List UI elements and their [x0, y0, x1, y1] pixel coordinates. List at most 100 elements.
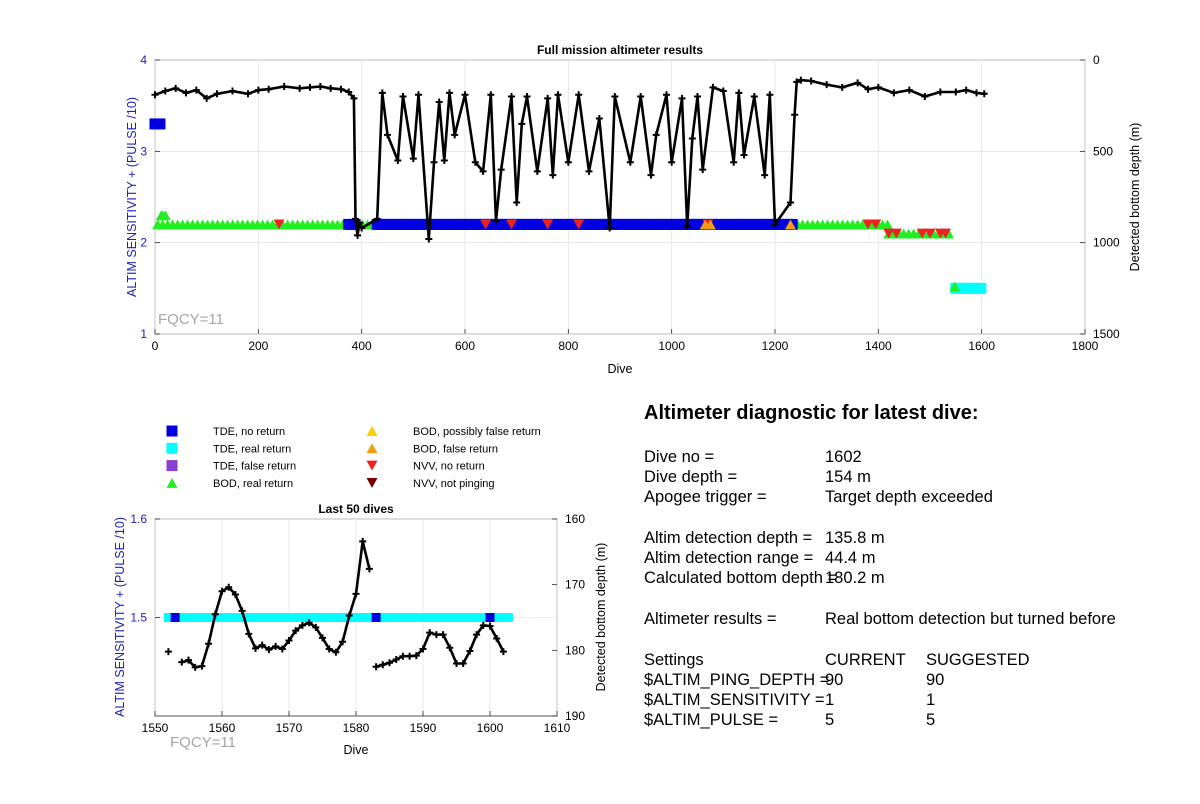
- bottom-fqcy-label: FQCY=11: [170, 734, 236, 751]
- x-tick-label: 1560: [209, 721, 236, 735]
- setting-current: 5: [825, 711, 835, 729]
- bottom-depth-point: [394, 156, 402, 164]
- legend-nvv-no-return-marker: [366, 460, 378, 471]
- bottom-depth-point: [354, 231, 362, 239]
- nvv-no-return-marker: [506, 219, 517, 230]
- x-tick-label: 1580: [343, 721, 370, 735]
- bottom-depth-point: [451, 131, 459, 139]
- right-tick-label: 170: [565, 578, 585, 592]
- bottom-depth-point: [962, 86, 970, 94]
- dive-no-label: Dive no =: [644, 448, 715, 466]
- x-tick-label: 1590: [410, 721, 437, 735]
- bottom-depth-point: [278, 645, 286, 653]
- top-grid: [154, 59, 1086, 335]
- dive-depth-label: Dive depth =: [644, 468, 738, 486]
- bottom-depth-point: [446, 89, 453, 97]
- legend-item-label: TDE, false return: [213, 461, 296, 473]
- bottom-depth-point: [435, 98, 443, 106]
- bottom-depth-point: [356, 219, 364, 227]
- bottom-depth-point: [936, 88, 944, 96]
- top-left-axis-label: ALTIM SENSITIVITY + (PULSE /10): [125, 97, 139, 297]
- setting-row-ping-depth: $ALTIM_PING_DEPTH = 90 90: [644, 670, 1184, 690]
- bottom-depth-point: [298, 621, 306, 629]
- bottom-right-axis-label: Detected bottom depth (m): [594, 543, 608, 692]
- legend-tde-real-return-marker: [166, 442, 178, 454]
- x-tick-label: 1400: [865, 339, 892, 353]
- current-header: CURRENT: [825, 651, 906, 669]
- bottom-depth-point: [399, 93, 407, 101]
- setting-suggested: 5: [926, 711, 936, 729]
- bottom-depth-point: [838, 83, 846, 91]
- bottom-depth-point: [823, 81, 831, 89]
- x-tick-label: 1610: [544, 721, 571, 735]
- bottom-depth-point: [735, 89, 743, 97]
- results-row: Altimeter results = Real bottom detectio…: [644, 609, 1184, 629]
- bottom-depth-point: [327, 84, 335, 92]
- setting-name: $ALTIM_SENSITIVITY =: [644, 691, 825, 709]
- bottom-depth-point: [213, 90, 221, 98]
- bottom-depth-point: [533, 167, 541, 175]
- bottom-depth-point: [761, 171, 769, 179]
- bottom-depth-point: [365, 565, 373, 573]
- bottom-depth-point: [164, 648, 172, 656]
- bottom-depth-point: [585, 167, 593, 175]
- bottom-depth-point: [453, 659, 460, 667]
- bottom-depth-point: [688, 135, 696, 143]
- bottom-depth-point: [378, 89, 386, 97]
- detection-range-row: Altim detection range = 44.4 m: [644, 548, 1184, 568]
- bottom-depth-line: [154, 78, 985, 241]
- bod-false-return-marker: [785, 219, 796, 230]
- x-tick-label: 1600: [968, 339, 995, 353]
- tde-no-return-marker: [485, 613, 495, 622]
- bottom-left-axis-label: ALTIM SENSITIVITY + (PULSE /10): [113, 517, 127, 717]
- bottom-depth-point: [440, 156, 448, 164]
- legend-item-label: BOD, real return: [213, 478, 293, 490]
- bottom-depth-point: [905, 86, 913, 94]
- bottom-depth-point: [606, 224, 614, 232]
- nvv-no-return-marker: [573, 219, 585, 230]
- top-chart: 0 200 400 600 800 1000 1200 1400 1600 1800 1 2 3 4 0 50…: [125, 43, 1142, 376]
- settings-header-row: Settings CURRENT SUGGESTED: [644, 650, 1184, 670]
- tde-real-return-marker: [975, 282, 987, 294]
- diagnostic-panel: Altimeter diagnostic for latest dive: Di…: [644, 402, 1184, 730]
- nvv-no-return-marker: [924, 228, 936, 239]
- bottom-depth-point: [499, 648, 507, 656]
- results-label: Altimeter results =: [644, 610, 777, 628]
- bottom-depth-point: [345, 88, 353, 96]
- x-tick-label: 800: [558, 339, 578, 353]
- y-tick-label: 3: [140, 144, 147, 158]
- bottom-depth-point: [316, 82, 324, 90]
- bottom-depth-point: [280, 82, 288, 90]
- nvv-no-return-marker: [916, 228, 928, 239]
- y-tick-label: 1.5: [130, 611, 147, 625]
- bottom-depth-point: [518, 120, 526, 128]
- bottom-bottom-depth-series: [164, 537, 507, 671]
- legend-item-label: TDE, no return: [213, 426, 285, 438]
- nvv-no-return-marker: [542, 219, 554, 230]
- bottom-depth-point: [473, 631, 481, 639]
- bottom-depth-point: [244, 90, 252, 98]
- bottom-depth-point: [439, 631, 447, 639]
- bottom-depth-point: [350, 94, 358, 102]
- right-tick-label: 500: [1093, 144, 1113, 158]
- bottom-depth-point: [151, 91, 159, 99]
- bottom-depth-point: [487, 91, 495, 99]
- bottom-depth-point: [339, 638, 347, 646]
- bod-real-return-marker: [949, 281, 961, 292]
- bottom-depth-point: [412, 652, 420, 660]
- bottom-depth-point: [172, 84, 180, 92]
- right-tick-label: 180: [565, 643, 585, 657]
- bottom-depth-point: [426, 629, 434, 637]
- bottom-depth-point: [372, 663, 380, 671]
- top-right-axis-label: Detected bottom depth (m): [1128, 123, 1142, 272]
- bottom-depth-point: [285, 636, 293, 644]
- bottom-depth-point: [231, 591, 239, 599]
- legend-bod-real-return-marker: [166, 477, 178, 488]
- bottom-depth-point: [709, 83, 717, 91]
- bottom-depth-point: [647, 171, 655, 179]
- bottom-depth-point: [191, 663, 199, 671]
- bottom-x-axis-label: Dive: [343, 743, 368, 757]
- setting-current: 90: [825, 671, 844, 689]
- bottom-depth-point: [352, 590, 360, 598]
